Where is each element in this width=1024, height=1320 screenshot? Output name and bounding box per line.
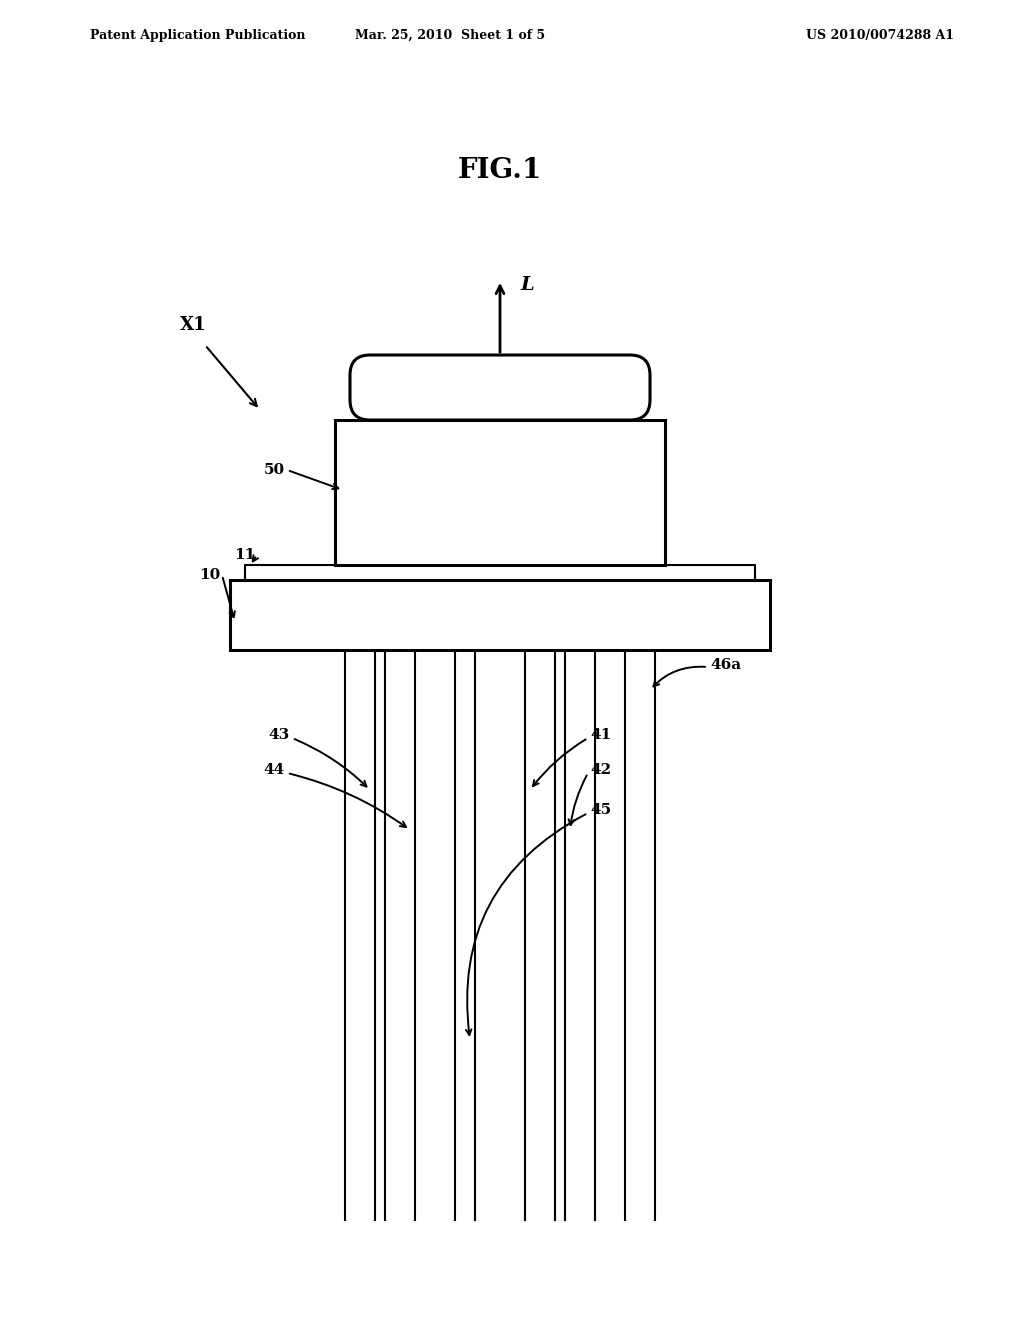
- Bar: [230, 579, 770, 649]
- Text: 46a: 46a: [710, 657, 741, 672]
- Bar: [245, 565, 755, 579]
- Bar: [345, 649, 375, 1220]
- Bar: [385, 649, 415, 1220]
- Bar: [625, 649, 655, 1220]
- Text: 45: 45: [590, 803, 611, 817]
- Text: 10: 10: [199, 568, 220, 582]
- Bar: [455, 649, 475, 1220]
- Text: 44: 44: [264, 763, 285, 777]
- Bar: [335, 420, 665, 565]
- Text: Patent Application Publication: Patent Application Publication: [90, 29, 305, 41]
- Text: 41: 41: [590, 729, 611, 742]
- Bar: [525, 649, 555, 1220]
- FancyBboxPatch shape: [350, 355, 650, 420]
- Text: X1: X1: [180, 315, 207, 334]
- Text: FIG.1: FIG.1: [458, 157, 542, 183]
- Text: 43: 43: [268, 729, 290, 742]
- Text: L: L: [520, 276, 534, 294]
- Text: 42: 42: [590, 763, 611, 777]
- Text: Mar. 25, 2010  Sheet 1 of 5: Mar. 25, 2010 Sheet 1 of 5: [355, 29, 545, 41]
- Bar: [565, 649, 595, 1220]
- Text: US 2010/0074288 A1: US 2010/0074288 A1: [806, 29, 954, 41]
- Text: 11: 11: [233, 548, 255, 562]
- Text: 50: 50: [264, 463, 285, 477]
